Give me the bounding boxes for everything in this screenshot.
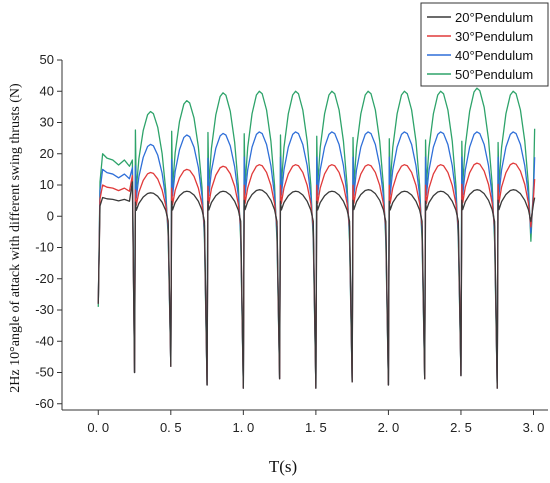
x-tick-label: 0. 0 xyxy=(87,420,109,435)
x-tick-label: 2. 0 xyxy=(378,420,400,435)
y-tick-label: 10 xyxy=(40,177,54,192)
y-tick-label: -40 xyxy=(35,333,54,348)
y-tick-label: 0 xyxy=(47,208,54,223)
legend-label: 40°Pendulum xyxy=(455,48,533,63)
legend: 20°Pendulum 30°Pendulum 40°Pendulum 50°Pend… xyxy=(420,2,549,87)
axes xyxy=(61,60,548,411)
y-tick-label: -10 xyxy=(35,240,54,255)
y-tick-label: 20 xyxy=(40,146,54,161)
x-tick-label: 1. 0 xyxy=(232,420,254,435)
y-tick-label: -60 xyxy=(35,396,54,411)
ticks: 50 40 30 20 10 0 -10 -20 -30 -40 -50 -60 0. 0 0. 5 1. … xyxy=(35,52,544,435)
y-tick-label: -50 xyxy=(35,365,54,380)
series-line-2 xyxy=(97,162,536,389)
legend-label: 30°Pendulum xyxy=(455,29,533,44)
x-tick-label: 1. 5 xyxy=(305,420,327,435)
legend-label: 50°Pendulum xyxy=(455,67,533,82)
y-tick-label: -30 xyxy=(35,302,54,317)
x-tick-label: 3. 0 xyxy=(523,420,545,435)
legend-label: 20°Pendulum xyxy=(455,10,533,25)
x-tick-label: 0. 5 xyxy=(160,420,182,435)
series-line-1 xyxy=(97,181,536,389)
x-axis-title: T(s) xyxy=(269,457,297,476)
y-tick-label: 40 xyxy=(40,83,54,98)
plot-lines xyxy=(97,87,536,389)
y-axis-title: 2Hz 10°angle of attack with different sw… xyxy=(8,83,23,393)
y-tick-label: -20 xyxy=(35,271,54,286)
y-tick-label: 50 xyxy=(40,52,54,67)
x-tick-label: 2. 5 xyxy=(450,420,472,435)
y-tick-label: 30 xyxy=(40,115,54,130)
